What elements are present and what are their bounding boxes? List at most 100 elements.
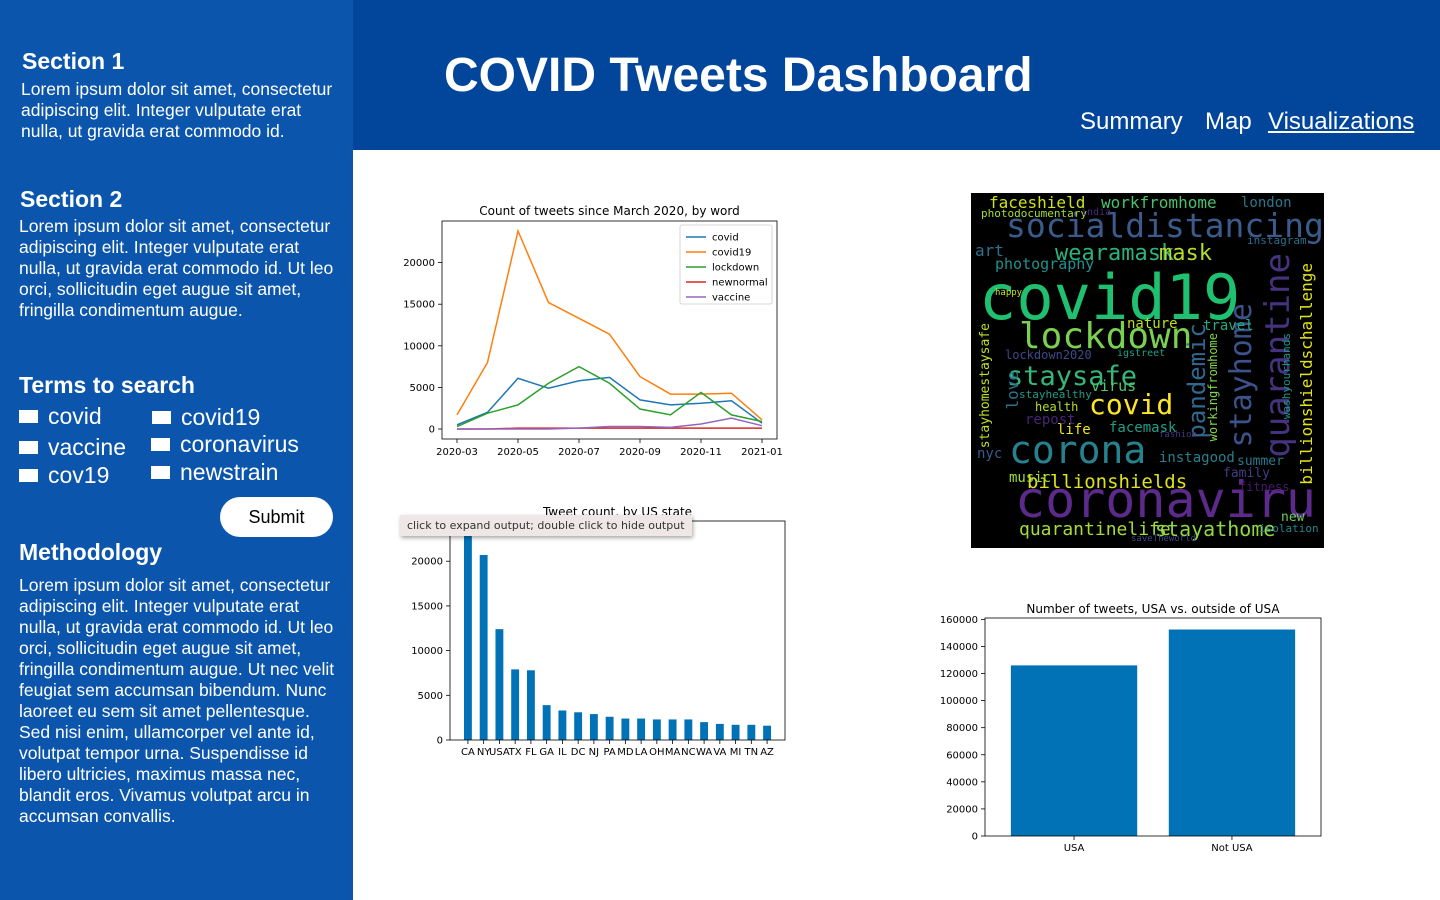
y-tick-label: 0 [429, 425, 435, 436]
legend-label-newnormal: newnormal [712, 278, 768, 289]
state-chart-bar-MD [621, 718, 630, 740]
word-cloud-word: travel [1203, 318, 1254, 334]
line-chart: Count of tweets since March 2020, by wor… [403, 204, 783, 458]
word-cloud-word: covid [1089, 388, 1174, 421]
usa-chart-title: Number of tweets, USA vs. outside of USA [1026, 602, 1280, 616]
state-chart-y-label: 20000 [411, 557, 443, 568]
word-cloud-word: repost [1025, 412, 1076, 428]
legend-label-lockdown: lockdown [712, 263, 759, 274]
checkbox-cov19[interactable] [19, 469, 38, 482]
state-chart-x-label: USA [489, 747, 510, 758]
word-cloud-word: mask [1159, 241, 1212, 266]
word-cloud-word: art [975, 241, 1004, 260]
section-2-text: Lorem ipsum dolor sit amet, consectetur … [19, 216, 334, 320]
state-chart-x-label: PA [604, 747, 616, 758]
series-line-lockdown [456, 365, 763, 428]
state-chart-bar-LA [637, 718, 646, 740]
word-cloud-word: billionshieldschallenge [1297, 263, 1316, 485]
word-cloud-word: wearamask [1055, 241, 1175, 266]
page-title: COVID Tweets Dashboard [444, 49, 1033, 102]
section-1-text: Lorem ipsum dolor sit amet, consectetur … [21, 79, 333, 141]
methodology-text: Lorem ipsum dolor sit amet, consectetur … [19, 575, 335, 826]
checkbox-coronavirus[interactable] [151, 438, 170, 451]
series-line-covid19 [456, 228, 763, 421]
state-chart-x-label: NY [477, 747, 491, 758]
state-chart-bar-AZ [763, 725, 772, 740]
state-chart-bar-WA [700, 722, 709, 740]
checkbox-vaccine[interactable] [19, 441, 38, 454]
y-tick-label: 20000 [403, 258, 435, 269]
nav-summary[interactable]: Summary [1080, 108, 1183, 135]
word-cloud-word: fashion [1159, 430, 1197, 440]
submit-button[interactable]: Submit [220, 497, 333, 537]
state-chart-bar-OH [652, 719, 661, 740]
term-vaccine[interactable]: vaccine [19, 434, 126, 461]
state-chart-x-label: VA [713, 747, 726, 758]
state-chart-x-label: MA [665, 747, 681, 758]
y-tick-label: 5000 [410, 383, 435, 394]
state-chart-x-label: GA [539, 747, 554, 758]
checkbox-covid19[interactable] [152, 411, 171, 424]
legend-label-covid: covid [712, 233, 739, 244]
usa-chart-y-label: 80000 [946, 723, 978, 734]
word-cloud-word: new [1281, 510, 1305, 525]
word-cloud-word: socialdistancing [1006, 206, 1324, 245]
state-chart-y-label: 10000 [411, 646, 443, 657]
output-tooltip: click to expand output; double click to … [400, 515, 692, 536]
series-line-vaccine [457, 417, 763, 430]
word-cloud-word: corona [1009, 428, 1147, 472]
word-cloud-word: isolation [1259, 522, 1319, 535]
term-newstrain[interactable]: newstrain [151, 459, 278, 486]
word-cloud-word: instagood [1159, 450, 1235, 466]
term-newstrain-label: newstrain [180, 459, 279, 485]
usa-chart-bar-USA [1010, 665, 1138, 836]
series-line-covid [456, 376, 763, 426]
state-chart-bar-MA [668, 719, 677, 740]
line-chart-title: Count of tweets since March 2020, by wor… [479, 204, 739, 218]
word-cloud-word: happy [995, 288, 1023, 298]
word-cloud-word: igstreet [1117, 348, 1166, 359]
state-chart-bar-DC [574, 712, 583, 740]
word-cloud-word: photodocumentary [981, 207, 1087, 220]
term-vaccine-label: vaccine [48, 434, 126, 460]
header: COVID Tweets Dashboard Summary Map Visua… [353, 0, 1440, 150]
state-chart-x-label: CA [461, 747, 475, 758]
term-covid-label: covid [48, 403, 102, 429]
word-cloud-word: stayathome [1155, 517, 1276, 541]
nav-visualizations[interactable]: Visualizations [1268, 108, 1415, 135]
usa-chart-y-label: 20000 [946, 804, 978, 815]
word-cloud-word: health [1035, 400, 1079, 414]
x-tick-label: 2020-11 [680, 447, 722, 458]
sidebar: Section 1 Lorem ipsum dolor sit amet, co… [0, 0, 353, 900]
state-chart-x-label: NJ [589, 747, 599, 758]
word-cloud-word: lockdown [1019, 316, 1193, 357]
nav-map[interactable]: Map [1205, 108, 1252, 135]
word-cloud-word: staysafe [1007, 361, 1138, 392]
y-tick-label: 10000 [403, 341, 435, 352]
state-chart-x-label: LA [635, 747, 648, 758]
checkbox-newstrain[interactable] [151, 466, 170, 479]
word-cloud-word: music [1009, 470, 1052, 486]
word-cloud-word: coronaviru [1015, 471, 1317, 529]
line-chart-frame [441, 220, 778, 440]
word-cloud-word: washyourhands [1280, 333, 1293, 420]
word-cloud-word: lockdown2020 [1005, 348, 1092, 362]
word-cloud-word: saveTheworld [1131, 534, 1197, 544]
state-chart-bar-GA [542, 705, 551, 740]
legend-label-vaccine: vaccine [712, 293, 750, 304]
term-coronavirus-label: coronavirus [180, 431, 299, 457]
term-covid[interactable]: covid [19, 403, 102, 430]
checkbox-covid[interactable] [19, 410, 38, 423]
state-chart-y-label: 15000 [411, 601, 443, 612]
term-coronavirus[interactable]: coronavirus [151, 431, 299, 458]
term-cov19-label: cov19 [48, 462, 110, 488]
term-cov19[interactable]: cov19 [19, 462, 109, 489]
section-1-title: Section 1 [22, 48, 125, 74]
legend-label-covid19: covid19 [712, 248, 751, 259]
word-cloud-word: stayhealthy [1019, 388, 1092, 401]
term-covid19[interactable]: covid19 [152, 404, 260, 431]
usa-chart-frame [984, 617, 1322, 837]
state-chart-x-label: AZ [760, 747, 774, 758]
word-cloud-word: billionshields [1027, 471, 1188, 493]
